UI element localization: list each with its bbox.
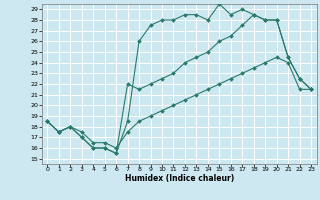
X-axis label: Humidex (Indice chaleur): Humidex (Indice chaleur) xyxy=(124,174,234,183)
